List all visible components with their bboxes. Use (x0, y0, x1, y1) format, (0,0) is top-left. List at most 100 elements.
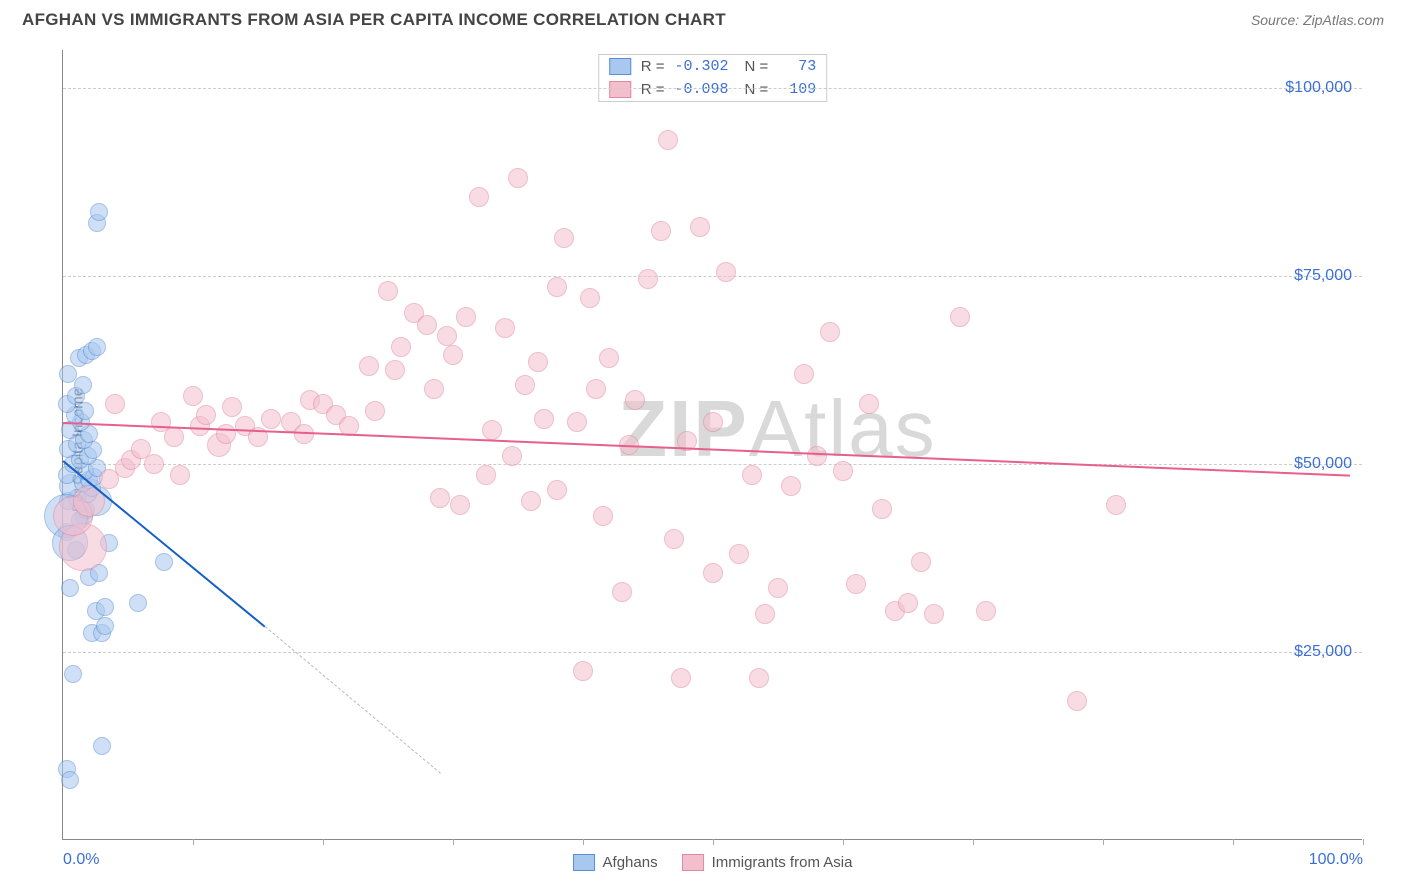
data-point (820, 322, 840, 342)
data-point (567, 412, 587, 432)
data-point (495, 318, 515, 338)
data-point (222, 397, 242, 417)
data-point (755, 604, 775, 624)
data-point (88, 338, 106, 356)
data-point (547, 277, 567, 297)
data-point (105, 394, 125, 414)
gridline-horizontal (63, 464, 1362, 465)
y-tick-label: $75,000 (1294, 267, 1352, 285)
stat-r-label: R = (641, 58, 665, 75)
data-point (664, 529, 684, 549)
data-point (521, 491, 541, 511)
series-legend: Afghans Immigrants from Asia (573, 854, 853, 871)
data-point (144, 454, 164, 474)
data-point (528, 352, 548, 372)
legend-label: Immigrants from Asia (712, 854, 853, 871)
data-point (703, 412, 723, 432)
data-point (573, 661, 593, 681)
data-point (924, 604, 944, 624)
data-point (443, 345, 463, 365)
data-point (164, 427, 184, 447)
legend-item: Afghans (573, 854, 658, 871)
watermark-light: Atlas (749, 384, 937, 473)
data-point (534, 409, 554, 429)
data-point (586, 379, 606, 399)
series-swatch (609, 58, 631, 75)
correlation-stats-box: R =-0.302N =73R =-0.098N =109 (598, 54, 828, 102)
data-point (359, 356, 379, 376)
data-point (742, 465, 762, 485)
data-point (469, 187, 489, 207)
legend-swatch (682, 854, 704, 871)
series-swatch (609, 81, 631, 98)
data-point (508, 168, 528, 188)
data-point (593, 506, 613, 526)
x-tick-mark (193, 839, 194, 845)
data-point (729, 544, 749, 564)
data-point (781, 476, 801, 496)
gridline-horizontal (63, 652, 1362, 653)
data-point (1106, 495, 1126, 515)
data-point (391, 337, 411, 357)
x-tick-mark (323, 839, 324, 845)
data-point (417, 315, 437, 335)
data-point (599, 348, 619, 368)
data-point (547, 480, 567, 500)
data-point (846, 574, 866, 594)
header: AFGHAN VS IMMIGRANTS FROM ASIA PER CAPIT… (0, 0, 1406, 36)
data-point (625, 390, 645, 410)
data-point (61, 771, 79, 789)
stat-n-label: N = (745, 58, 769, 75)
data-point (911, 552, 931, 572)
stat-r-value: -0.098 (675, 81, 735, 98)
data-point (976, 601, 996, 621)
chart-title: AFGHAN VS IMMIGRANTS FROM ASIA PER CAPIT… (22, 10, 726, 30)
data-point (690, 217, 710, 237)
y-tick-label: $100,000 (1285, 79, 1352, 97)
gridline-horizontal (63, 88, 1362, 89)
stat-n-value: 73 (778, 58, 816, 75)
data-point (580, 288, 600, 308)
data-point (1067, 691, 1087, 711)
y-tick-label: $25,000 (1294, 643, 1352, 661)
data-point (96, 598, 114, 616)
data-point (768, 578, 788, 598)
plot-container: Per Capita Income ZIPAtlas R =-0.302N =7… (50, 50, 1380, 850)
data-point (151, 412, 171, 432)
data-point (794, 364, 814, 384)
x-tick-mark (843, 839, 844, 845)
x-tick-mark (1363, 839, 1364, 845)
stat-row: R =-0.098N =109 (599, 78, 827, 101)
x-tick-label: 0.0% (63, 851, 99, 869)
data-point (651, 221, 671, 241)
x-tick-mark (583, 839, 584, 845)
data-point (638, 269, 658, 289)
data-point (216, 424, 236, 444)
source-attribution: Source: ZipAtlas.com (1251, 12, 1384, 28)
data-point (96, 617, 114, 635)
data-point (450, 495, 470, 515)
x-tick-mark (1233, 839, 1234, 845)
data-point (378, 281, 398, 301)
data-point (671, 668, 691, 688)
data-point (365, 401, 385, 421)
data-point (950, 307, 970, 327)
x-tick-mark (453, 839, 454, 845)
data-point (437, 326, 457, 346)
x-tick-mark (973, 839, 974, 845)
stat-row: R = -0.302 N = 73 (599, 55, 827, 78)
data-point (424, 379, 444, 399)
gridline-horizontal (63, 276, 1362, 277)
data-point (716, 262, 736, 282)
data-point (833, 461, 853, 481)
data-point (872, 499, 892, 519)
data-point (261, 409, 281, 429)
legend-label: Afghans (603, 854, 658, 871)
data-point (61, 579, 79, 597)
stat-n-label: N = (745, 81, 769, 98)
data-point (90, 203, 108, 221)
data-point (64, 665, 82, 683)
legend-swatch (573, 854, 595, 871)
stat-r-value: -0.302 (675, 58, 735, 75)
data-point (155, 553, 173, 571)
